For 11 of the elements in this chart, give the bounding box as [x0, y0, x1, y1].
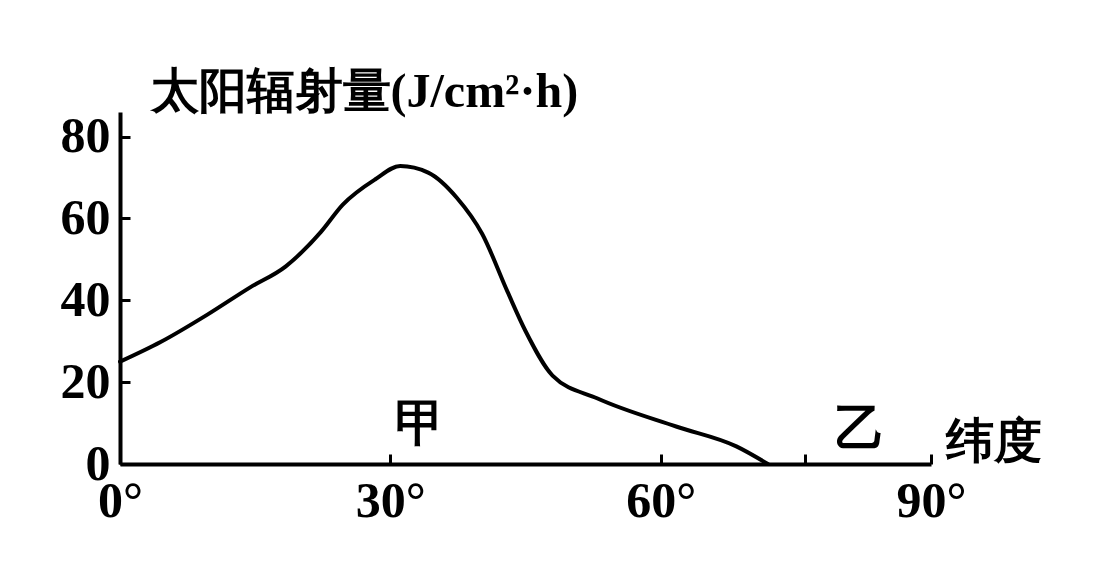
y-axis-title: 太阳辐射量(J/cm²·h)	[148, 63, 579, 118]
x-tick-label: 60°	[626, 471, 697, 528]
x-tick-label: 90°	[896, 471, 967, 528]
annotation: 甲	[395, 395, 445, 451]
x-axis-title: 纬度	[944, 413, 1042, 467]
y-tick-label: 40	[60, 270, 111, 327]
y-tick-label: 60	[60, 188, 111, 245]
y-tick-label: 80	[60, 107, 111, 164]
annotation: 乙	[835, 400, 885, 456]
y-tick-label: 20	[60, 352, 111, 409]
x-tick-label: 30°	[355, 471, 426, 528]
